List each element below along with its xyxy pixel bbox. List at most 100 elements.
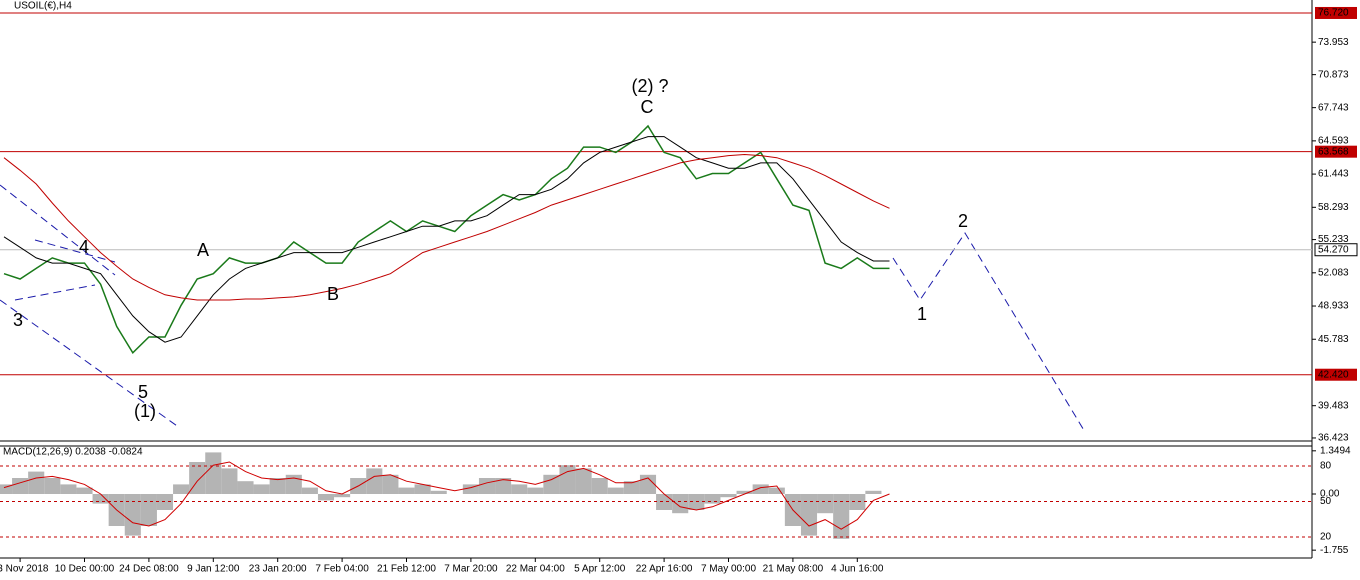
level-label: 76.720 <box>1318 8 1349 19</box>
y2-tick-label: 20 <box>1320 532 1332 543</box>
y-tick-label: 64.593 <box>1318 136 1349 147</box>
macd-bar <box>849 494 866 510</box>
series-line <box>3 124 890 354</box>
macd-bar <box>28 471 45 494</box>
macd-bar <box>817 494 834 514</box>
macd-bar <box>623 481 640 494</box>
chart-title: USOIL(€),H4 <box>14 1 72 12</box>
wave-channels <box>0 184 1086 433</box>
macd-bar <box>334 494 351 498</box>
x-tick-label: 23 Nov 2018 <box>0 564 49 575</box>
macd-tick-label: -1.755 <box>1320 545 1349 556</box>
macd-bar <box>0 484 13 494</box>
macd-bar <box>607 487 624 494</box>
y-tick-label: 52.083 <box>1318 267 1349 278</box>
macd-label: MACD(12,26,9) 0.2038 -0.0824 <box>3 447 143 458</box>
macd-bar <box>511 484 528 494</box>
macd-bar <box>221 468 238 494</box>
macd-bar <box>720 494 737 498</box>
macd-bar <box>865 490 882 494</box>
y-tick-label: 45.783 <box>1318 334 1349 345</box>
x-tick-label: 21 Feb 12:00 <box>377 564 436 575</box>
macd-bar <box>559 465 576 494</box>
series-line <box>3 153 890 301</box>
x-tick-label: 22 Mar 04:00 <box>506 564 565 575</box>
macd-bar <box>156 494 174 510</box>
x-tick-label: 7 Feb 04:00 <box>315 564 369 575</box>
level-box <box>1315 6 1357 19</box>
y-tick-label: 55.233 <box>1318 234 1349 245</box>
wave-label: (1) <box>134 401 156 421</box>
x-tick-label: 7 Mar 20:00 <box>444 564 498 575</box>
x-tick-label: 22 Apr 16:00 <box>636 564 693 575</box>
macd-bar <box>60 484 77 494</box>
macd-bar <box>414 484 431 494</box>
x-tick-label: 7 May 00:00 <box>701 564 756 575</box>
level-box <box>1315 368 1357 381</box>
macd-bar <box>140 494 157 526</box>
y-tick-label: 70.873 <box>1318 69 1349 80</box>
macd-bar <box>237 481 254 494</box>
macd-bar <box>752 484 769 494</box>
x-tick-label: 10 Dec 00:00 <box>55 564 115 575</box>
x-tick-label: 23 Jan 20:00 <box>249 564 307 575</box>
macd-bar <box>44 478 61 494</box>
y-tick-label: 48.933 <box>1318 301 1349 312</box>
macd-bar <box>495 478 512 494</box>
wave-label: B <box>327 284 339 304</box>
level-label: 63.568 <box>1318 146 1349 157</box>
macd-bar <box>736 490 753 494</box>
level-label: 42.420 <box>1318 369 1349 380</box>
macd-bar <box>768 487 785 494</box>
macd-bar <box>285 474 302 494</box>
macd-bar <box>92 494 109 504</box>
y2-tick-label: 50 <box>1320 496 1332 507</box>
macd-bar <box>398 487 415 494</box>
y2-tick-label: 80 <box>1320 461 1332 472</box>
macd-bar <box>253 484 270 494</box>
macd-bar <box>205 452 222 494</box>
macd-bar <box>76 487 93 494</box>
y-tick-label: 73.953 <box>1318 37 1349 48</box>
wave-label: A <box>197 240 209 260</box>
x-tick-label: 4 Jun 16:00 <box>831 564 884 575</box>
macd-bar <box>366 468 383 494</box>
macd-tick-label: 1.3494 <box>1320 445 1351 456</box>
current-price-box <box>1314 243 1358 257</box>
x-tick-label: 21 May 08:00 <box>763 564 824 575</box>
wave-label: C <box>641 97 654 117</box>
x-tick-label: 5 Apr 12:00 <box>574 564 626 575</box>
macd-bar <box>317 494 335 501</box>
macd-bar <box>543 474 560 494</box>
y-tick-label: 36.423 <box>1318 433 1349 444</box>
macd-bar <box>124 494 141 536</box>
macd-bar <box>173 484 190 494</box>
macd-tick-label: 0.00 <box>1320 489 1340 500</box>
macd-bar <box>301 487 318 494</box>
macd-bar <box>591 478 608 494</box>
macd-bar <box>269 478 286 494</box>
macd-bar <box>800 494 818 536</box>
current-price-label: 54.270 <box>1318 244 1349 255</box>
macd-bar <box>704 494 721 504</box>
macd-signal <box>3 461 890 530</box>
macd-bar <box>575 468 592 494</box>
y-tick-label: 39.483 <box>1318 400 1349 411</box>
macd-bar <box>12 478 29 494</box>
wave-label: 5 <box>138 382 148 402</box>
macd-bar <box>382 474 399 494</box>
macd-bar <box>462 484 479 494</box>
x-tick-label: 24 Dec 08:00 <box>119 564 179 575</box>
macd-bar <box>430 490 447 494</box>
series-line <box>3 136 890 343</box>
y-tick-label: 61.443 <box>1318 169 1349 180</box>
x-tick-label: 9 Jan 12:00 <box>187 564 240 575</box>
macd-bar <box>656 494 673 510</box>
macd-bar <box>672 494 689 514</box>
level-box <box>1315 145 1357 158</box>
wave-label: (2) ? <box>631 76 668 96</box>
wave-label: 2 <box>958 211 968 231</box>
y-tick-label: 67.743 <box>1318 102 1349 113</box>
y-tick-label: 58.293 <box>1318 202 1349 213</box>
